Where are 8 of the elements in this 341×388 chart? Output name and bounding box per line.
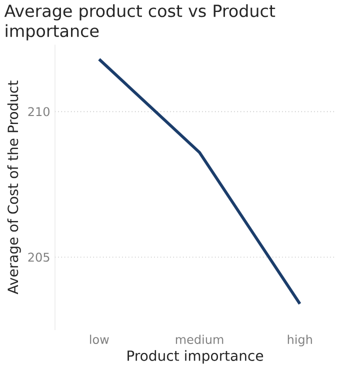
x-tick-label: low [90, 334, 109, 344]
y-tick-label: 205 [28, 252, 50, 262]
y-tick-label: 210 [28, 107, 50, 116]
y-axis-title: Average of Cost of the Product [7, 80, 21, 294]
x-tick-label: high [288, 334, 312, 346]
x-axis-title: Product importance [128, 350, 264, 364]
chart-title: Average product cost vs Product importance [4, 4, 276, 40]
x-tick-label: medium [176, 334, 224, 344]
